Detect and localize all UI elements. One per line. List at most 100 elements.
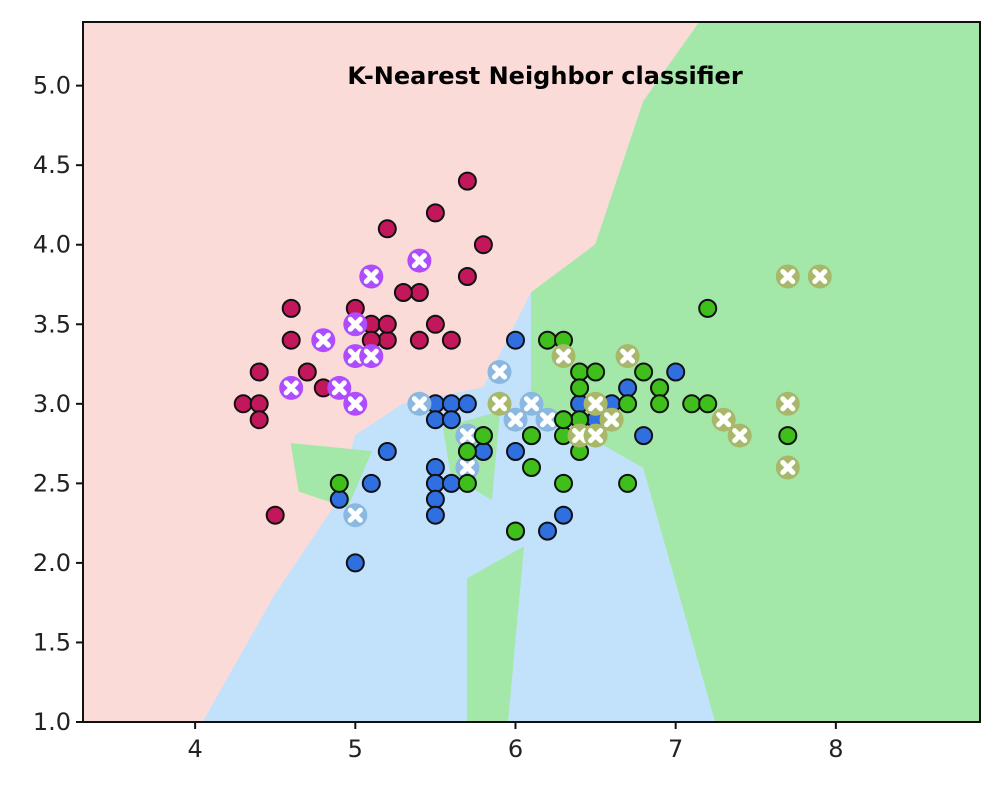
plot-frame xyxy=(82,21,981,723)
train-point-class-1 xyxy=(329,489,349,509)
test-point-class-2 xyxy=(583,423,608,448)
x-tick-label: 4 xyxy=(187,735,202,763)
train-point-class-2 xyxy=(618,473,638,493)
train-point-class-2 xyxy=(570,362,590,382)
chart-title: K-Nearest Neighbor classifier xyxy=(347,62,742,90)
train-point-class-0 xyxy=(457,267,477,286)
test-point-class-1 xyxy=(407,391,432,416)
train-point-class-1 xyxy=(425,489,445,509)
y-tick-label: 1.0 xyxy=(33,708,71,736)
train-point-class-0 xyxy=(249,394,269,414)
train-point-class-2 xyxy=(554,410,573,430)
train-point-class-1 xyxy=(425,410,445,430)
test-point-class-1 xyxy=(487,360,512,384)
train-point-class-2 xyxy=(698,298,718,318)
test-point-class-2 xyxy=(583,391,608,416)
train-point-class-0 xyxy=(409,330,429,350)
train-point-class-1 xyxy=(345,553,365,573)
y-tick-label: 1.5 xyxy=(33,628,71,656)
test-point-class-1 xyxy=(535,407,560,432)
train-point-class-0 xyxy=(425,314,445,334)
test-point-class-0 xyxy=(359,344,384,369)
train-point-class-0 xyxy=(441,330,461,350)
test-point-class-1 xyxy=(503,407,528,432)
test-point-class-0 xyxy=(343,312,368,337)
train-point-class-1 xyxy=(441,394,461,414)
test-point-class-0 xyxy=(311,328,336,353)
test-point-class-1 xyxy=(455,423,480,448)
train-point-class-0 xyxy=(281,298,301,318)
train-point-class-2 xyxy=(554,473,573,493)
train-point-class-2 xyxy=(650,394,670,414)
train-point-class-0 xyxy=(377,330,397,350)
train-point-class-1 xyxy=(377,442,397,461)
train-point-class-2 xyxy=(586,362,606,382)
test-point-class-0 xyxy=(327,375,352,400)
train-point-class-2 xyxy=(457,473,477,493)
train-point-class-0 xyxy=(249,362,269,382)
train-point-class-2 xyxy=(618,394,638,414)
train-point-class-0 xyxy=(233,394,253,414)
test-point-class-0 xyxy=(359,264,384,289)
test-point-class-2 xyxy=(599,407,624,432)
train-point-class-1 xyxy=(425,458,445,477)
train-point-class-1 xyxy=(425,505,445,525)
train-point-class-2 xyxy=(698,394,718,414)
train-point-class-1 xyxy=(425,473,445,493)
train-point-class-1 xyxy=(538,521,557,541)
test-point-class-0 xyxy=(407,248,432,273)
train-point-class-0 xyxy=(425,203,445,223)
test-point-class-1 xyxy=(519,391,544,416)
train-point-class-0 xyxy=(249,410,269,430)
test-point-class-2 xyxy=(775,264,800,289)
train-point-class-1 xyxy=(441,473,461,493)
test-point-class-2 xyxy=(775,391,800,416)
test-point-class-2 xyxy=(711,407,736,432)
decision-region-class-2 xyxy=(531,22,980,722)
train-point-class-1 xyxy=(618,378,638,398)
train-point-class-1 xyxy=(666,362,686,382)
train-point-class-0 xyxy=(265,505,285,525)
train-point-class-0 xyxy=(377,314,397,334)
train-point-class-0 xyxy=(393,283,413,302)
train-point-class-0 xyxy=(297,362,317,382)
train-point-class-2 xyxy=(682,394,702,414)
data-points xyxy=(233,171,832,573)
train-point-class-2 xyxy=(473,426,493,446)
y-tick-label: 3.0 xyxy=(33,390,71,418)
train-point-class-0 xyxy=(473,235,493,255)
train-point-class-1 xyxy=(506,330,525,350)
train-point-class-1 xyxy=(473,442,493,461)
decision-regions xyxy=(83,22,980,722)
train-point-class-2 xyxy=(506,521,525,541)
x-tick-label: 6 xyxy=(508,735,523,763)
test-point-class-2 xyxy=(727,423,752,448)
x-tick-label: 7 xyxy=(668,735,683,763)
train-point-class-0 xyxy=(409,283,429,302)
train-point-class-2 xyxy=(570,378,590,398)
train-point-class-2 xyxy=(457,442,477,461)
train-point-class-1 xyxy=(554,505,573,525)
y-tick-label: 3.5 xyxy=(33,310,71,338)
y-tick-label: 4.0 xyxy=(33,231,71,259)
test-point-class-2 xyxy=(551,344,576,369)
test-point-class-1 xyxy=(343,503,368,528)
x-tick-label: 5 xyxy=(348,735,363,763)
test-point-class-0 xyxy=(343,391,368,416)
train-point-class-2 xyxy=(778,426,798,446)
train-point-class-1 xyxy=(457,394,477,414)
train-point-class-2 xyxy=(329,473,349,493)
x-axis: 4 5 6 7 8 xyxy=(187,722,843,763)
test-point-class-2 xyxy=(775,455,800,480)
y-tick-label: 5.0 xyxy=(33,72,71,100)
test-point-class-2 xyxy=(615,344,640,369)
y-tick-label: 2.5 xyxy=(33,469,71,497)
train-point-class-2 xyxy=(634,362,654,382)
test-point-class-0 xyxy=(279,375,304,400)
train-point-class-2 xyxy=(538,330,557,350)
train-point-class-2 xyxy=(650,378,670,398)
train-point-class-1 xyxy=(506,442,525,461)
y-tick-label: 2.0 xyxy=(33,549,71,577)
train-point-class-0 xyxy=(281,330,301,350)
